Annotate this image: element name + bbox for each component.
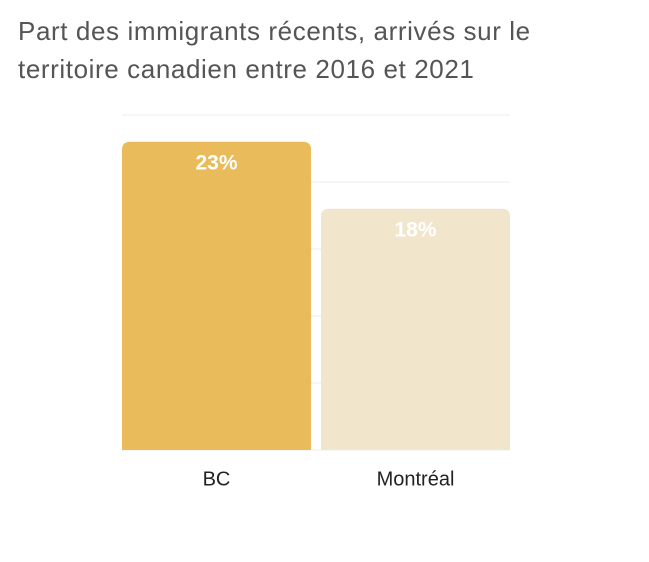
bar: [321, 208, 510, 450]
bar: [122, 141, 311, 451]
x-tick-label: Montréal: [377, 468, 455, 490]
data-label: 18%: [394, 218, 436, 241]
x-tick-label: BC: [203, 468, 231, 490]
data-label: 23%: [195, 151, 237, 174]
chart-title: Part des immigrants récents, arrivés sur…: [18, 16, 531, 84]
